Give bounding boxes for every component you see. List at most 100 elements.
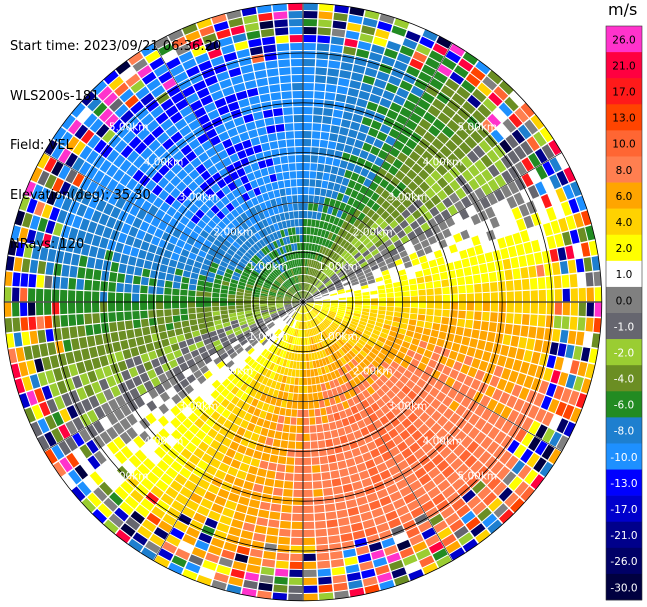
velocity-gate bbox=[229, 441, 240, 451]
velocity-gate bbox=[330, 551, 343, 560]
velocity-gate bbox=[275, 398, 282, 407]
velocity-gate bbox=[132, 169, 145, 182]
velocity-gate bbox=[305, 304, 312, 310]
velocity-gate bbox=[560, 388, 572, 403]
velocity-gate bbox=[583, 257, 593, 272]
velocity-gate bbox=[100, 144, 113, 159]
velocity-gate bbox=[317, 27, 331, 36]
velocity-gate bbox=[380, 234, 390, 243]
velocity-gate bbox=[329, 380, 336, 389]
velocity-gate bbox=[256, 400, 264, 410]
velocity-gate bbox=[240, 530, 254, 540]
velocity-gate bbox=[482, 292, 490, 302]
velocity-gate bbox=[316, 544, 329, 553]
velocity-gate bbox=[359, 470, 370, 480]
velocity-gate bbox=[351, 358, 359, 367]
velocity-gate bbox=[188, 343, 197, 352]
velocity-gate bbox=[49, 235, 60, 249]
velocity-gate bbox=[358, 503, 371, 514]
velocity-gate bbox=[281, 263, 287, 271]
velocity-gate bbox=[352, 530, 366, 540]
velocity-gate bbox=[231, 75, 244, 85]
velocity-gate bbox=[124, 302, 132, 311]
velocity-gate bbox=[338, 297, 346, 300]
velocity-gate bbox=[487, 178, 500, 192]
velocity-gate bbox=[85, 268, 94, 280]
velocity-gate bbox=[259, 260, 267, 268]
velocity-gate bbox=[165, 242, 175, 252]
velocity-gate bbox=[184, 209, 194, 220]
velocity-gate bbox=[373, 226, 383, 235]
velocity-gate bbox=[292, 299, 300, 302]
velocity-gate bbox=[548, 139, 562, 156]
velocity-gate bbox=[157, 271, 166, 280]
velocity-gate bbox=[89, 471, 104, 486]
velocity-gate bbox=[213, 451, 225, 462]
range-ring-label: 3.00km bbox=[179, 191, 219, 203]
velocity-gate bbox=[292, 297, 300, 301]
velocity-gate bbox=[329, 273, 337, 280]
velocity-gate bbox=[410, 85, 424, 98]
velocity-gate bbox=[165, 467, 178, 479]
velocity-gate bbox=[214, 252, 224, 260]
velocity-gate bbox=[251, 339, 259, 347]
velocity-gate bbox=[131, 469, 145, 483]
velocity-gate bbox=[394, 291, 402, 297]
velocity-gate bbox=[374, 272, 382, 279]
velocity-gate bbox=[208, 266, 217, 274]
velocity-gate bbox=[482, 242, 492, 253]
velocity-gate bbox=[355, 329, 363, 336]
velocity-gate bbox=[188, 313, 197, 320]
velocity-gate bbox=[234, 41, 249, 51]
velocity-gate bbox=[321, 349, 327, 357]
velocity-gate bbox=[338, 348, 345, 357]
velocity-gate bbox=[130, 347, 140, 357]
velocity-gate bbox=[520, 448, 534, 464]
velocity-gate bbox=[223, 419, 233, 430]
velocity-gate bbox=[240, 437, 250, 447]
velocity-gate bbox=[308, 393, 314, 401]
velocity-gate bbox=[288, 310, 295, 316]
velocity-gate bbox=[233, 116, 245, 127]
velocity-gate bbox=[336, 313, 344, 318]
metadata-block: Start time: 2023/09/21 06:36:20 WLS200s-… bbox=[10, 6, 221, 270]
velocity-gate bbox=[270, 397, 277, 406]
velocity-gate bbox=[162, 513, 177, 526]
velocity-gate bbox=[314, 187, 321, 196]
velocity-gate bbox=[375, 256, 384, 264]
velocity-gate bbox=[272, 206, 279, 215]
velocity-gate bbox=[269, 291, 277, 295]
range-ring-label: 3.00km bbox=[388, 401, 428, 413]
velocity-gate bbox=[575, 195, 587, 211]
velocity-gate bbox=[555, 187, 567, 203]
velocity-gate bbox=[214, 495, 227, 507]
velocity-gate bbox=[311, 377, 316, 385]
velocity-gate bbox=[184, 480, 197, 492]
velocity-gate bbox=[514, 161, 527, 176]
velocity-gate bbox=[318, 11, 333, 20]
velocity-gate bbox=[360, 426, 370, 437]
velocity-gate bbox=[304, 291, 307, 299]
velocity-gate bbox=[274, 268, 281, 276]
velocity-gate bbox=[147, 369, 157, 380]
velocity-gate bbox=[561, 316, 570, 330]
velocity-gate bbox=[487, 70, 503, 85]
velocity-gate bbox=[225, 93, 237, 104]
velocity-gate bbox=[236, 264, 244, 271]
velocity-gate bbox=[287, 327, 292, 334]
velocity-gate bbox=[329, 462, 339, 471]
velocity-gate bbox=[303, 51, 316, 59]
velocity-gate bbox=[488, 322, 497, 332]
velocity-gate bbox=[153, 527, 169, 540]
velocity-gate bbox=[102, 461, 116, 475]
velocity-gate bbox=[306, 313, 309, 321]
velocity-gate bbox=[257, 334, 265, 342]
velocity-gate bbox=[222, 321, 231, 328]
velocity-gate bbox=[324, 348, 330, 356]
velocity-gate bbox=[140, 293, 148, 302]
velocity-gate bbox=[229, 312, 237, 318]
velocity-gate bbox=[385, 154, 396, 165]
velocity-gate bbox=[413, 332, 422, 340]
velocity-gate bbox=[303, 251, 306, 259]
velocity-gate bbox=[319, 456, 329, 465]
